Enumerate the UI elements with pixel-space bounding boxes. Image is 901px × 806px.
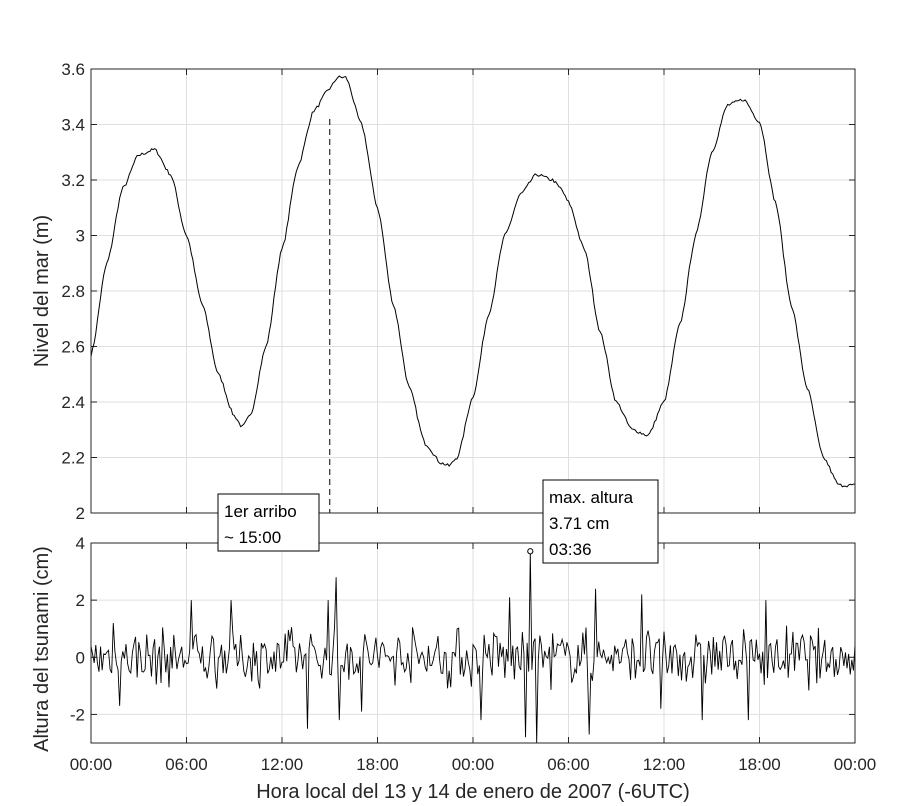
y-tick-label: 3: [76, 227, 85, 246]
y-tick-label: 3.2: [61, 171, 85, 190]
x-tick-label: 12:00: [643, 755, 686, 774]
y-tick-label: 3.6: [61, 60, 85, 79]
max-height-annotation: max. altura 3.71 cm 03:36: [542, 479, 659, 564]
sea-level-ylabel: Nivel del mar (m): [31, 215, 53, 367]
y-tick-label: 2.8: [61, 282, 85, 301]
x-tick-label: 00:00: [452, 755, 495, 774]
y-tick-label: 2.2: [61, 449, 85, 468]
x-tick-label: 00:00: [70, 755, 113, 774]
sea-level-axes: [90, 68, 856, 514]
x-tick-label: 12:00: [261, 755, 304, 774]
max-height-value: 3.71 cm: [549, 514, 609, 533]
x-tick-label: 18:00: [356, 755, 399, 774]
y-tick-label: 4: [76, 534, 85, 553]
tsunami-axes: [90, 542, 856, 744]
y-tick-label: 2: [76, 504, 85, 523]
y-tick-label: 2.4: [61, 393, 85, 412]
x-tick-label: 06:00: [165, 755, 208, 774]
y-tick-label: 0: [76, 648, 85, 667]
tsunami-grid: [90, 542, 856, 743]
sea-level-grid: [90, 68, 856, 514]
first-arrival-annotation: 1er arribo ~ 15:00: [217, 493, 320, 552]
first-arrival-label: 1er arribo: [224, 502, 297, 521]
sea-level-y-ticks: 2 2.2 2.4 2.6 2.8 3 3.2 3.4 3.6: [61, 60, 855, 523]
max-height-marker: [527, 548, 534, 555]
x-tick-label: 00:00: [834, 755, 877, 774]
max-height-time: 03:36: [549, 540, 592, 559]
tsunami-series: [90, 551, 856, 744]
y-tick-label: -2: [70, 705, 85, 724]
tsunami-y-ticks: -2 0 2 4: [70, 534, 855, 724]
max-height-label: max. altura: [549, 488, 634, 507]
y-tick-label: 2: [76, 591, 85, 610]
tsunami-x-ticks: 00:00 06:00 12:00 18:00 00:00 06:00 12:00 18:00…: [70, 543, 877, 774]
x-tick-label: 18:00: [738, 755, 781, 774]
y-tick-label: 2.6: [61, 338, 85, 357]
first-arrival-time: ~ 15:00: [224, 528, 281, 547]
tsunami-ylabel: Altura del tsunami (cm): [31, 546, 53, 752]
x-tick-label: 06:00: [547, 755, 590, 774]
tsunami-xlabel: Hora local del 13 y 14 de enero de 2007 …: [256, 781, 690, 803]
y-tick-label: 3.4: [61, 116, 85, 135]
sea-level-series: [90, 75, 856, 488]
